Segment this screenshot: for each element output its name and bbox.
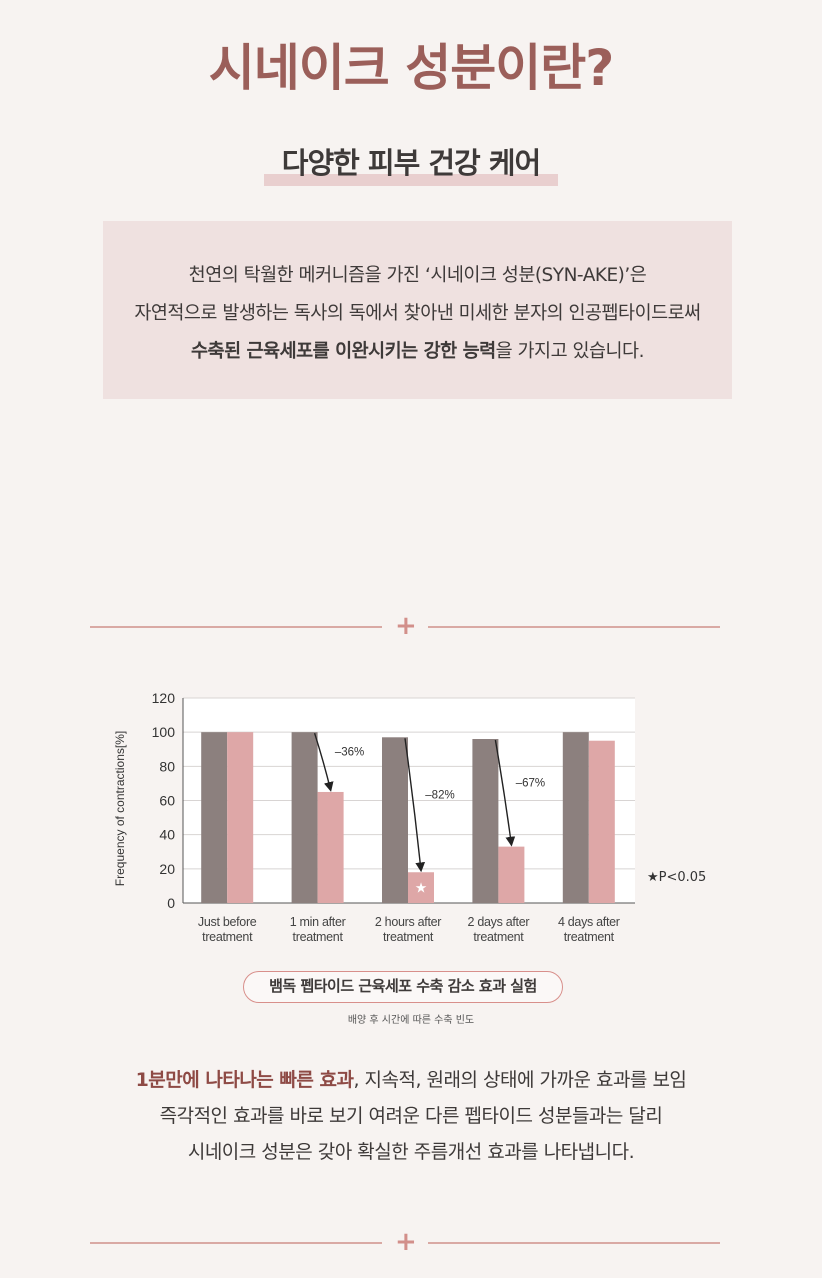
change-arrow	[404, 738, 426, 873]
divider-line-left	[90, 626, 382, 628]
bar-before-treatment	[201, 732, 228, 903]
intro-line-3-rest: 을 가지고 있습니다.	[495, 341, 645, 362]
bar-before-treatment	[562, 732, 589, 903]
x-tick-label: 4 days after	[558, 915, 620, 929]
intro-line-3: 수축된 근육세포를 이완시키는 강한 능력을 가지고 있습니다.	[103, 333, 732, 371]
bar-after-treatment	[498, 846, 525, 903]
divider-line-right	[428, 1242, 720, 1244]
summary-highlight: 1분만에 나타나는 빠른 효과	[135, 1069, 354, 1091]
bar-after-treatment	[408, 872, 434, 903]
bar-after-treatment	[227, 732, 254, 903]
section-divider-bottom: +	[90, 1227, 720, 1257]
change-arrow	[494, 739, 516, 847]
chart-caption-pill: 뱀독 펩타이드 근육세포 수축 감소 효과 실험	[243, 971, 563, 1003]
divider-line-right	[428, 626, 720, 628]
summary-line-2: 즉각적인 효과를 바로 보기 여려운 다른 펩타이드 성분들과는 달리	[159, 1105, 663, 1127]
y-tick-label: 120	[152, 690, 176, 706]
summary-line-3: 시네이크 성분은 갖아 확실한 주름개선 효과를 나타냅니다.	[187, 1141, 635, 1163]
page-title: 시네이크 성분이란?	[208, 39, 614, 97]
x-tick-label: treatment	[202, 930, 253, 944]
x-tick-label: treatment	[383, 930, 434, 944]
section-divider-top: +	[90, 611, 720, 641]
percent-change-label: –67%	[516, 777, 545, 789]
x-tick-label: treatment	[564, 930, 615, 944]
y-tick-label: 80	[159, 758, 175, 774]
contraction-frequency-chart: 0 20 40 60 80 100 120 Frequency of contractions…	[113, 690, 706, 944]
y-tick-label: 0	[167, 895, 175, 911]
y-tick-label: 100	[152, 724, 176, 740]
bar-after-treatment	[588, 740, 615, 903]
y-tick-label: 20	[159, 861, 175, 877]
chart-caption-sub: 배양 후 시간에 따른 수축 빈도	[347, 1015, 475, 1026]
divider-line-left	[90, 1242, 382, 1244]
intro-box: 천연의 탁월한 메커니즘을 가진 ‘시네이크 성분(SYN-AKE)’은 자연적…	[103, 221, 732, 399]
x-tick-label: treatment	[293, 930, 344, 944]
subtitle-wrap: 다양한 피부 건강 케어	[0, 140, 822, 186]
summary-line-1: 1분만에 나타나는 빠른 효과, 지속적, 원래의 상태에 가까운 효과를 보임	[0, 1062, 822, 1098]
summary-block: 1분만에 나타나는 빠른 효과, 지속적, 원래의 상태에 가까운 효과를 보임…	[0, 1062, 822, 1170]
significance-star-icon: ★	[415, 881, 428, 897]
bar-before-treatment	[291, 732, 318, 903]
x-tick-label: 1 min after	[290, 915, 346, 929]
section-subtitle: 다양한 피부 건강 케어	[263, 140, 559, 186]
percent-change-label: –82%	[425, 789, 454, 801]
bar-after-treatment	[317, 791, 344, 903]
change-arrow	[313, 732, 334, 792]
bar-before-treatment	[472, 739, 499, 903]
intro-line-2: 자연적으로 발생하는 독사의 독에서 찾아낸 미세한 분자의 인공펩타이드로써	[134, 303, 701, 324]
percent-change-label: –36%	[335, 747, 364, 759]
y-tick-label: 40	[159, 827, 175, 843]
plus-icon: +	[395, 611, 417, 641]
intro-highlight: 수축된 근육세포를 이완시키는 강한 능력	[191, 341, 496, 362]
x-tick-label: 2 hours after	[375, 915, 441, 929]
plus-icon: +	[395, 1227, 417, 1257]
x-tick-label: 2 days after	[468, 915, 530, 929]
summary-line-1-rest: , 지속적, 원래의 상태에 가까운 효과를 보임	[353, 1069, 687, 1091]
y-tick-label: 60	[159, 793, 175, 809]
bar-before-treatment	[382, 737, 408, 903]
x-tick-label: treatment	[473, 930, 524, 944]
y-axis-label: Frequency of contractions[%]	[113, 731, 127, 886]
x-tick-label: Just before	[198, 915, 257, 929]
significance-note: ★P<0.05	[647, 870, 706, 885]
intro-line-1: 천연의 탁월한 메커니즘을 가진 ‘시네이크 성분(SYN-AKE)’은	[188, 265, 647, 286]
